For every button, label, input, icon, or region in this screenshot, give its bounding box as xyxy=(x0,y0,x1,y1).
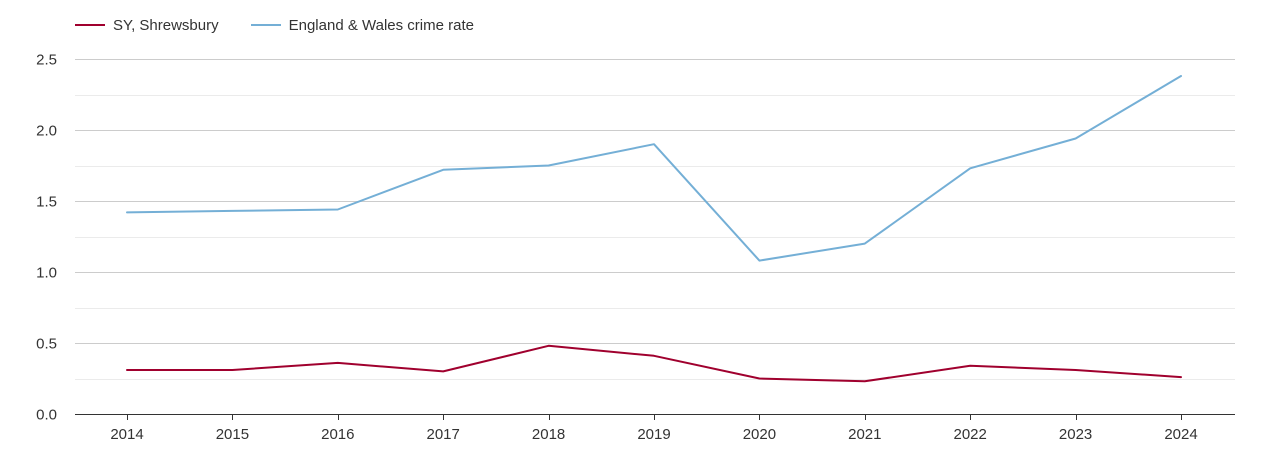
x-tick-label: 2018 xyxy=(532,426,565,443)
y-tick-label: 2.0 xyxy=(36,123,57,140)
series-line-england-wales xyxy=(126,75,1182,262)
x-tick-label: 2019 xyxy=(637,426,670,443)
legend-swatch-england-wales xyxy=(250,24,281,26)
y-tick-label: 2.5 xyxy=(36,52,57,69)
series-line-shrewsbury xyxy=(126,344,1182,383)
x-tick-label: 2021 xyxy=(848,426,881,443)
x-tick-label: 2022 xyxy=(954,426,987,443)
legend-label-england-wales: England & Wales crime rate xyxy=(288,16,474,34)
y-tick-label: 0.0 xyxy=(36,407,57,424)
x-tick-label: 2014 xyxy=(110,426,143,443)
x-tick-label: 2017 xyxy=(427,426,460,443)
x-tick-label: 2020 xyxy=(743,426,776,443)
x-tick-label: 2015 xyxy=(216,426,249,443)
x-tick-label: 2023 xyxy=(1059,426,1092,443)
legend-item-shrewsbury[interactable]: SY, Shrewsbury xyxy=(75,17,219,34)
x-tick-label: 2016 xyxy=(321,426,354,443)
chart-legend: SY, Shrewsbury England & Wales crime rat… xyxy=(75,15,506,35)
y-tick-label: 0.5 xyxy=(36,336,57,353)
x-tick-label: 2024 xyxy=(1164,426,1197,443)
y-tick-label: 1.0 xyxy=(36,265,57,282)
legend-swatch-shrewsbury xyxy=(75,24,105,26)
legend-label-shrewsbury: SY, Shrewsbury xyxy=(113,16,219,34)
y-tick-label: 1.5 xyxy=(36,194,57,211)
legend-item-england-wales[interactable]: England & Wales crime rate xyxy=(250,16,474,34)
